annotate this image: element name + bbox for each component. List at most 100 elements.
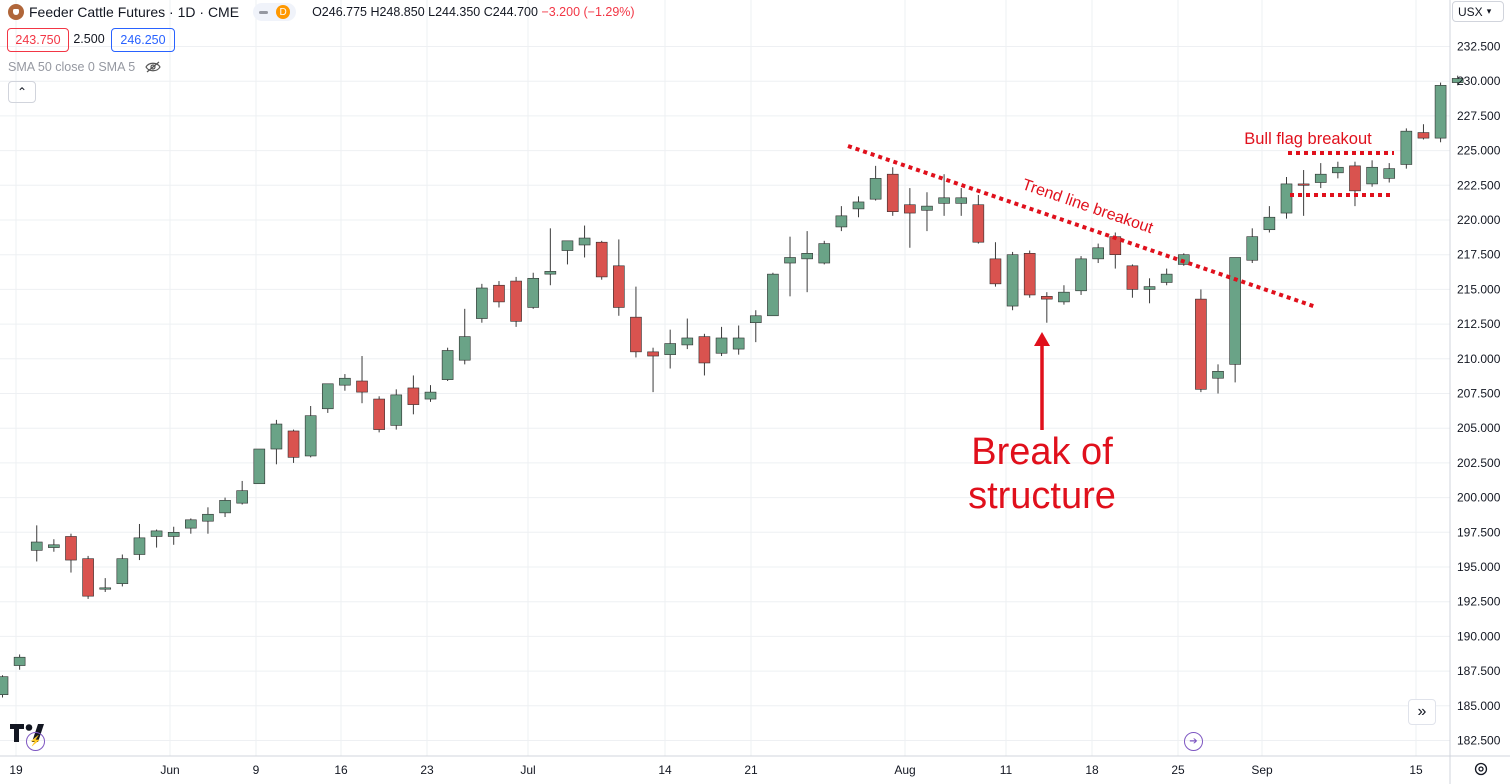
candle (852, 196, 865, 218)
time-tick-label: Aug (894, 763, 915, 777)
symbol-header[interactable]: Feeder Cattle Futures · 1D · CME D O246.… (8, 3, 635, 21)
candle-body (1229, 257, 1241, 365)
candle-body (493, 284, 505, 303)
time-tick-label: 11 (1000, 763, 1013, 777)
price-tick-label: 212.500 (1457, 317, 1501, 331)
price-tick-label: 210.000 (1457, 352, 1501, 366)
candle (835, 206, 848, 232)
ohlc-text: O246.775 H248.850 L244.350 C244.700 (312, 5, 538, 19)
price-tick-label: 197.500 (1457, 525, 1501, 539)
sell-price-button[interactable]: 243.750 (7, 28, 69, 52)
candle-body (1434, 85, 1447, 139)
candle (732, 325, 745, 355)
candle (1023, 250, 1036, 298)
chart-grid (0, 0, 1450, 756)
candle-body (972, 204, 985, 243)
candle-body (715, 337, 728, 354)
candle-body (1023, 253, 1036, 296)
drawings: Trend line breakout Bull flag breakout B… (847, 130, 1394, 517)
bos-label-line1: Break of (971, 431, 1113, 473)
candle (784, 236, 796, 297)
candle (99, 578, 112, 592)
chevron-down-icon: ▾ (1486, 6, 1492, 16)
candle (664, 329, 676, 369)
time-tick-label: 25 (1171, 763, 1185, 777)
double-chevron-right-icon: » (1417, 703, 1427, 720)
candle (938, 174, 950, 216)
time-axis: 19 Jun 9 16 23 Jul 14 21 Aug 11 18 25 Sep 15 (0, 755, 1510, 777)
candle-body (185, 519, 197, 529)
gear-icon[interactable] (1474, 762, 1488, 776)
candle-body (287, 430, 300, 458)
candle (1075, 256, 1087, 295)
price-tick-label: 215.000 (1457, 282, 1501, 296)
candle-body (1451, 78, 1464, 83)
price-tick-label: 207.500 (1457, 387, 1501, 401)
time-tick-label: 23 (420, 763, 434, 777)
candle-body (886, 173, 899, 212)
candle-body (133, 537, 146, 555)
candle-body (48, 544, 60, 548)
trend-line (847, 144, 1317, 309)
candle-body (1006, 254, 1019, 307)
candles (0, 75, 1464, 698)
price-tick-label: 227.500 (1457, 109, 1501, 123)
candle-body (30, 541, 43, 551)
candle-body (82, 558, 94, 597)
candle (304, 405, 317, 458)
candle (133, 523, 146, 561)
candle-body (1400, 130, 1413, 165)
candle-body (852, 201, 865, 210)
time-tick-label: 19 (9, 763, 23, 777)
price-tick-label: 200.000 (1457, 491, 1501, 505)
chevron-up-icon: ⌃ (16, 85, 28, 99)
candle (1451, 75, 1464, 86)
candle-body (202, 513, 214, 522)
candle-body (921, 205, 933, 211)
eye-hidden-icon[interactable] (145, 61, 161, 73)
candle (544, 228, 557, 286)
change-text: −3.200 (−1.29%) (541, 5, 635, 19)
price-tick-label: 225.000 (1457, 144, 1501, 158)
candle (613, 239, 625, 316)
flash-event-icon[interactable]: ⚡ (26, 732, 45, 751)
candle (1195, 289, 1207, 393)
candle-body (1143, 286, 1156, 290)
candle (630, 286, 642, 358)
collapse-legend-button[interactable]: ⌃ (8, 81, 36, 103)
scroll-to-realtime-button[interactable]: » (1408, 699, 1436, 725)
candle (1160, 268, 1173, 286)
candle (339, 374, 351, 391)
arrow-event-icon[interactable]: ➔ (1184, 732, 1203, 751)
candle (1246, 228, 1259, 264)
candle (1058, 285, 1070, 305)
candle-body (219, 500, 231, 514)
candle-body (527, 277, 540, 308)
candle-body (116, 558, 129, 584)
currency-select[interactable]: USX ▾ (1452, 1, 1504, 22)
buy-price-button[interactable]: 246.250 (111, 28, 175, 52)
candle-body (253, 448, 266, 485)
candle-body (1314, 173, 1327, 183)
price-tick-label: 195.000 (1457, 560, 1501, 574)
candle (236, 480, 248, 505)
candle-body (749, 315, 762, 324)
candle-body (1212, 370, 1224, 379)
candle-body (544, 271, 557, 275)
price-tick-label: 190.000 (1457, 629, 1501, 643)
candle (1143, 278, 1156, 304)
indicator-legend[interactable]: SMA 50 close 0 SMA 5 (8, 60, 161, 74)
candle (886, 167, 899, 216)
candle-body (510, 280, 522, 322)
candle-body (390, 394, 403, 426)
candle-body (1349, 165, 1361, 192)
interval-pill[interactable]: D (253, 3, 297, 21)
candle-body (1383, 168, 1396, 179)
candle (1229, 257, 1241, 383)
candle (818, 240, 831, 265)
candle-body (784, 257, 796, 264)
candle-body (1160, 273, 1173, 283)
price-tick-label: 187.500 (1457, 664, 1501, 678)
indicator-label: SMA 50 close 0 SMA 5 (8, 60, 136, 74)
